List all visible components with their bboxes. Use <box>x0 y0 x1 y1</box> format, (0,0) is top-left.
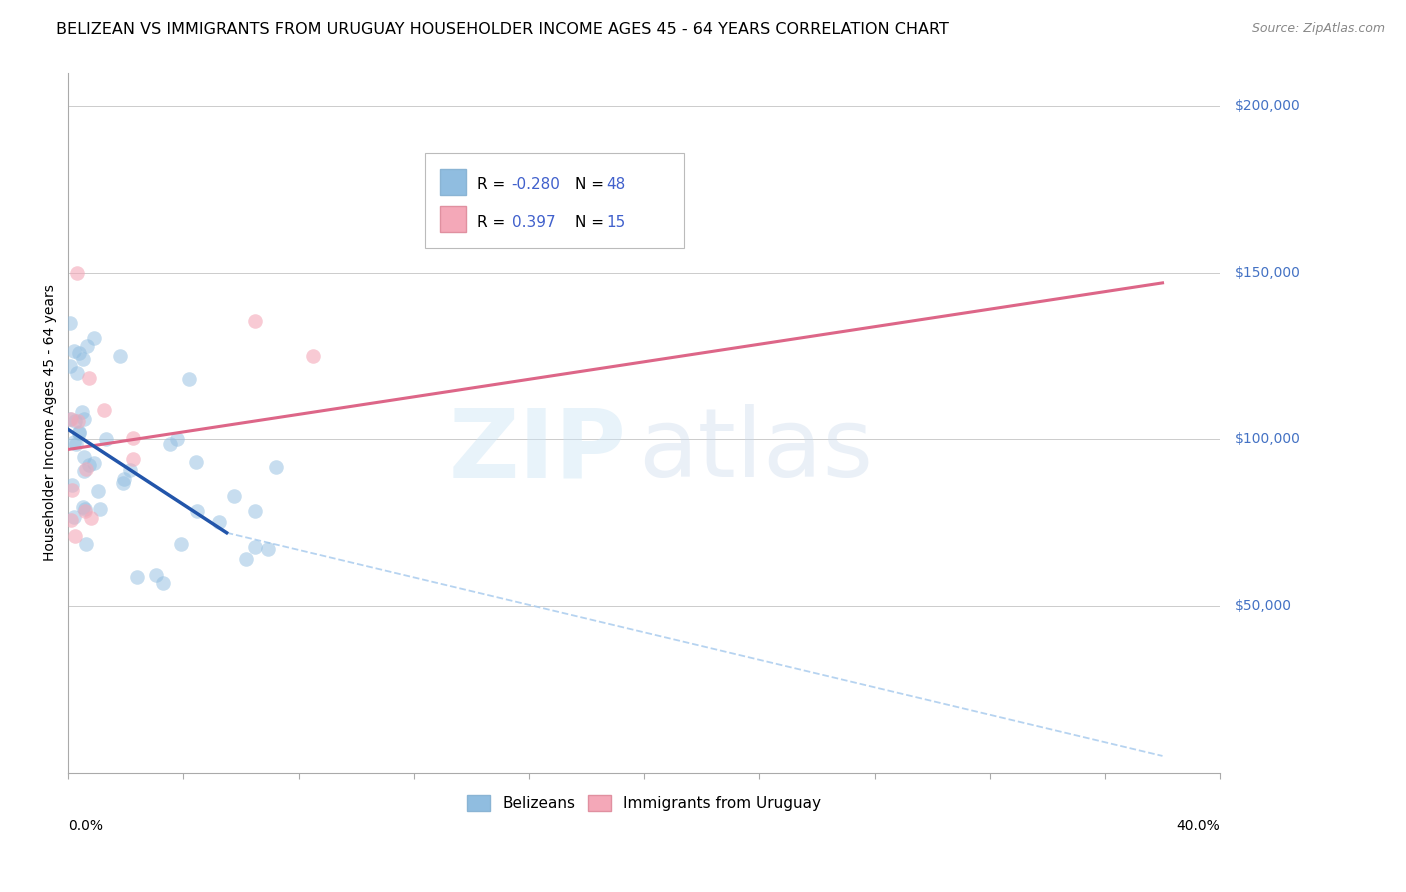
Text: R =: R = <box>477 177 510 192</box>
Text: Source: ZipAtlas.com: Source: ZipAtlas.com <box>1251 22 1385 36</box>
Text: $100,000: $100,000 <box>1234 433 1301 447</box>
Point <box>67 414 90 428</box>
Point <box>77 371 100 385</box>
Point <box>245 314 267 328</box>
Point <box>75 502 97 516</box>
Text: N =: N = <box>575 215 609 229</box>
Point <box>89 502 111 516</box>
Text: $150,000: $150,000 <box>1234 266 1301 280</box>
Point <box>60 478 83 492</box>
Point <box>179 372 201 386</box>
Y-axis label: Householder Income Ages 45 - 64 years: Householder Income Ages 45 - 64 years <box>44 285 58 561</box>
Text: ZIP: ZIP <box>449 404 627 497</box>
Point <box>59 412 82 426</box>
Text: -0.280: -0.280 <box>512 177 561 192</box>
Point <box>76 339 98 353</box>
Point <box>245 540 267 554</box>
Point <box>66 266 89 280</box>
Point <box>224 489 246 503</box>
Point <box>112 472 135 486</box>
Point <box>73 504 96 518</box>
Point <box>121 431 143 445</box>
Point <box>59 316 82 330</box>
Point <box>60 513 83 527</box>
Point <box>62 343 84 358</box>
Text: R =: R = <box>477 215 515 229</box>
Point <box>94 432 117 446</box>
Text: 0.397: 0.397 <box>512 215 555 229</box>
Point <box>186 455 208 469</box>
Point <box>112 476 135 491</box>
Point <box>127 570 149 584</box>
Legend: Belizeans, Immigrants from Uruguay: Belizeans, Immigrants from Uruguay <box>461 789 827 817</box>
Point <box>73 412 96 426</box>
Point <box>83 331 105 345</box>
Point <box>59 359 82 373</box>
Text: 40.0%: 40.0% <box>1177 819 1220 833</box>
FancyBboxPatch shape <box>440 169 465 194</box>
Point <box>67 425 90 440</box>
Point <box>264 460 287 475</box>
Point <box>245 504 267 518</box>
FancyBboxPatch shape <box>440 206 465 233</box>
Point <box>72 352 94 367</box>
Point <box>166 432 188 446</box>
Point <box>60 412 83 426</box>
Point <box>75 537 97 551</box>
Point <box>79 458 101 472</box>
Point <box>80 511 103 525</box>
Point <box>170 537 193 551</box>
Point <box>186 504 208 518</box>
Point <box>118 463 141 477</box>
Text: atlas: atlas <box>638 404 873 497</box>
Point <box>60 483 83 497</box>
Point <box>65 437 87 451</box>
Point <box>145 568 167 582</box>
Point <box>62 510 84 524</box>
Text: 48: 48 <box>606 177 626 192</box>
Point <box>207 515 229 529</box>
Point <box>87 483 110 498</box>
Text: 0.0%: 0.0% <box>69 819 103 833</box>
Point <box>70 404 93 418</box>
Point <box>65 414 87 428</box>
Text: $50,000: $50,000 <box>1234 599 1292 613</box>
Point <box>122 451 145 466</box>
Point <box>302 349 325 363</box>
Point <box>73 464 96 478</box>
Point <box>63 434 86 449</box>
Point <box>67 425 90 440</box>
Text: BELIZEAN VS IMMIGRANTS FROM URUGUAY HOUSEHOLDER INCOME AGES 45 - 64 YEARS CORREL: BELIZEAN VS IMMIGRANTS FROM URUGUAY HOUS… <box>56 22 949 37</box>
Point <box>67 346 90 360</box>
Text: N =: N = <box>575 177 609 192</box>
Point <box>257 541 280 556</box>
Point <box>63 528 86 542</box>
Text: $200,000: $200,000 <box>1234 99 1301 113</box>
Text: 15: 15 <box>606 215 626 229</box>
Point <box>235 551 257 566</box>
Point <box>152 575 174 590</box>
Point <box>83 456 105 470</box>
FancyBboxPatch shape <box>425 153 685 248</box>
Point <box>108 349 131 363</box>
Point <box>72 500 94 515</box>
Point <box>66 366 89 380</box>
Point <box>159 437 181 451</box>
Point <box>75 461 97 475</box>
Point <box>73 450 96 464</box>
Point <box>93 403 115 417</box>
